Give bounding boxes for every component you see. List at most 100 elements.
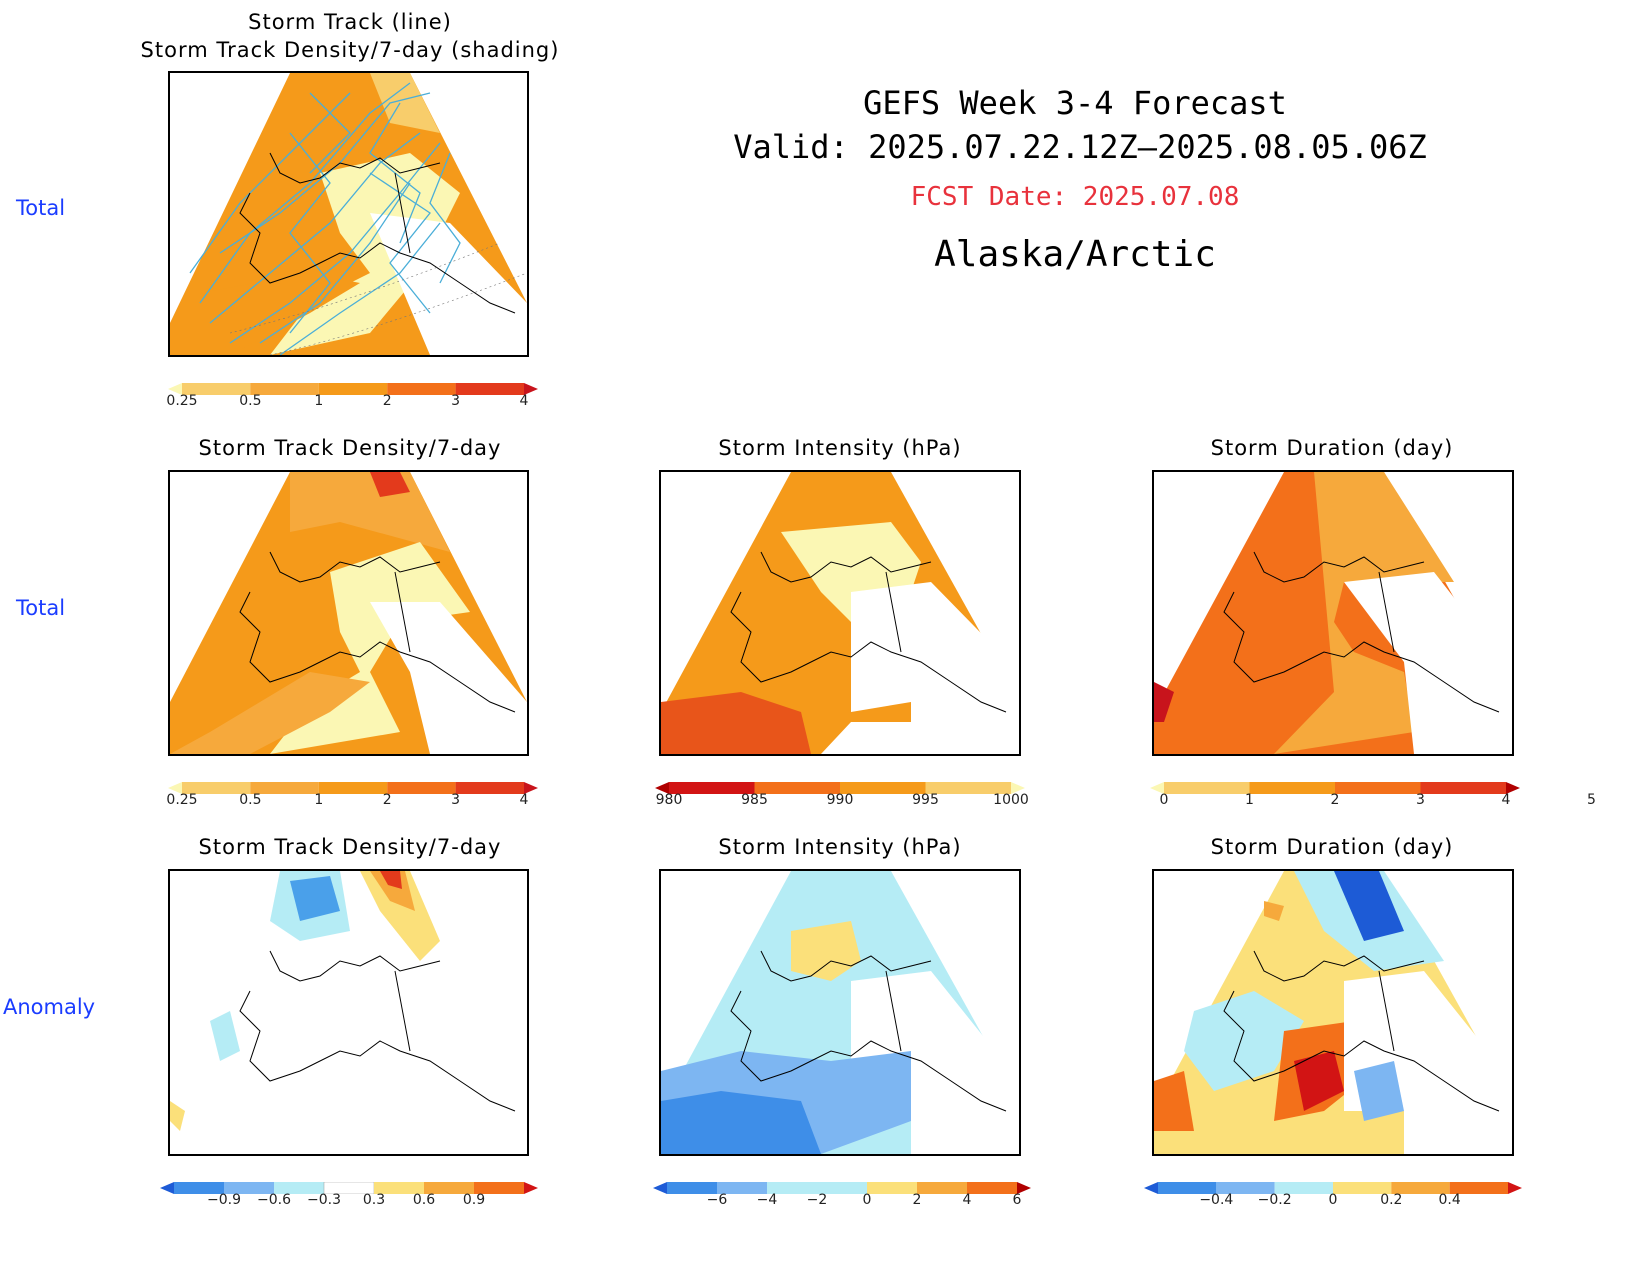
colorbar-swatch (250, 782, 319, 794)
colorbar-tick-label: 1000 (993, 792, 1029, 808)
colorbar-tick-label: 3 (451, 792, 461, 808)
forecast-title: GEFS Week 3-4 Forecast (863, 84, 1287, 122)
colorbar-tick-label: −0.6 (257, 1192, 291, 1208)
colorbar-swatch (1335, 782, 1421, 794)
colorbar-tick-label: −0.4 (1199, 1192, 1234, 1208)
colorbar-swatch (1506, 782, 1520, 794)
colorbar-swatch (655, 782, 669, 794)
panel-title-intensity-anomaly: Storm Intensity (hPa) (718, 835, 962, 859)
colorbar-tick-label: 0 (1159, 792, 1169, 808)
colorbar-swatch (274, 1182, 324, 1194)
colorbar-tick-label: 0.2 (1380, 1192, 1403, 1208)
colorbar-swatch (1144, 1182, 1158, 1194)
colorbar-tick-label: 3 (451, 393, 461, 409)
colorbar-tick-label: 3 (1416, 792, 1425, 808)
colorbar-tick-label: 1 (314, 792, 324, 808)
colorbar-swatch (250, 383, 319, 395)
colorbar-swatch (967, 1182, 1017, 1194)
colorbar-tick-label: 1 (1245, 792, 1254, 808)
panel-title-density-anomaly: Storm Track Density/7-day (198, 835, 502, 859)
colorbar-swatch (669, 782, 755, 794)
colorbar-swatch (455, 782, 524, 794)
row-label-total-1: Total (16, 196, 66, 220)
colorbar-tick-label: −4 (756, 1192, 778, 1208)
colorbar-swatch (817, 1182, 867, 1194)
colorbar-swatch (1274, 1182, 1333, 1194)
colorbar-swatch (524, 1182, 538, 1194)
colorbar-tick-label: 2 (912, 1192, 922, 1208)
colorbar-tick-label: 4 (1501, 792, 1511, 808)
colorbar-swatch (182, 782, 251, 794)
colorbar-swatch (160, 1182, 174, 1194)
colorbar-swatch (524, 383, 538, 395)
colorbar-swatch (387, 383, 456, 395)
colorbar-tick-label: 2 (382, 393, 392, 409)
colorbar-tick-label: 1 (314, 393, 324, 409)
map-storm-track-total (168, 71, 529, 357)
colorbar-swatches (168, 782, 538, 794)
colorbar-tick-label: 0.25 (166, 792, 198, 808)
colorbar-swatch (754, 782, 840, 794)
colorbar-swatch (867, 1182, 917, 1194)
colorbar-swatches (1150, 782, 1520, 794)
colorbar-tick-label: −6 (706, 1192, 728, 1208)
colorbar-swatch (387, 782, 456, 794)
colorbar-swatches (655, 782, 1025, 794)
colorbar-tick-label: 0.5 (239, 393, 262, 409)
colorbar-tick-label: 4 (519, 393, 529, 409)
colorbar-tick-label: 990 (826, 792, 854, 808)
colorbar-tick-label: 2 (1330, 792, 1340, 808)
colorbar-intensity-total: 980 985 990 995 1000 (655, 779, 1029, 809)
colorbar-swatch (1150, 782, 1164, 794)
row-label-anomaly: Anomaly (3, 995, 96, 1019)
colorbar-tick-label: 0.9 (462, 1192, 486, 1208)
colorbar-swatch (455, 383, 524, 395)
colorbar-swatches (1144, 1182, 1522, 1194)
colorbar-swatches (653, 1182, 1031, 1194)
colorbar-swatch (1011, 782, 1025, 794)
colorbar-swatches (160, 1181, 538, 1195)
colorbar-tick-label: 0.5 (239, 792, 262, 808)
colorbar-tick-label: 0 (862, 1192, 872, 1208)
colorbar-swatch (424, 1182, 474, 1194)
colorbar-swatch (1017, 1182, 1031, 1194)
colorbar-swatch (524, 782, 538, 794)
panel-title-intensity-total: Storm Intensity (hPa) (718, 436, 962, 460)
valid-period: Valid: 2025.07.22.12Z–2025.08.05.06Z (733, 128, 1427, 166)
forecast-date: FCST Date: 2025.07.08 (910, 182, 1240, 212)
colorbar-intensity-anomaly: −6 −4 −2 0 2 4 6 (653, 1179, 1031, 1209)
colorbar-swatch (653, 1182, 667, 1194)
colorbar-swatch (1508, 1182, 1522, 1194)
colorbar-swatch (374, 1182, 424, 1194)
colorbar-tick-label: 6 (1012, 1192, 1022, 1208)
colorbar-swatch (1158, 1182, 1217, 1194)
colorbar-tick-label: 985 (741, 792, 768, 808)
colorbar-swatch (717, 1182, 767, 1194)
map-intensity-anomaly (659, 869, 1021, 1156)
panel-title-duration-total: Storm Duration (day) (1210, 436, 1454, 460)
colorbar-tick-label: 0.3 (362, 1192, 386, 1208)
colorbar-swatch (767, 1182, 817, 1194)
colorbar-duration-anomaly: −0.4 −0.2 0 0.2 0.4 (1144, 1179, 1522, 1209)
colorbar-swatch (168, 782, 182, 794)
colorbar-density-total: 0.25 0.5 1 2 3 4 (166, 779, 538, 809)
colorbar-density-anomaly: −0.9 −0.6 −0.3 0.3 0.6 0.9 (160, 1179, 538, 1209)
colorbar-swatch (1420, 782, 1506, 794)
colorbar-tick-label: −0.2 (1257, 1192, 1292, 1208)
colorbar-duration-total: 0 1 2 3 4 5 (1150, 779, 1596, 809)
colorbar-tick-label: 4 (519, 792, 529, 808)
colorbar-swatch (917, 1182, 967, 1194)
map-duration-total (1152, 470, 1514, 756)
colorbar-swatch (925, 782, 1011, 794)
row-label-total-2: Total (16, 596, 66, 620)
colorbar-tick-label: −0.9 (207, 1192, 241, 1208)
colorbar-swatch (224, 1182, 274, 1194)
colorbar-swatch (1249, 782, 1335, 794)
colorbar-tick-label: 0.6 (412, 1192, 436, 1208)
colorbar-tick-label: −0.3 (307, 1192, 341, 1208)
colorbar-swatch (474, 1182, 524, 1194)
colorbar-swatch (1333, 1182, 1392, 1194)
panel-title-storm-track: Storm Track (line) Storm Track Density/7… (140, 10, 560, 62)
colorbar-tick-label: 0.4 (1438, 1192, 1461, 1208)
colorbar-tick-label: 4 (962, 1192, 972, 1208)
